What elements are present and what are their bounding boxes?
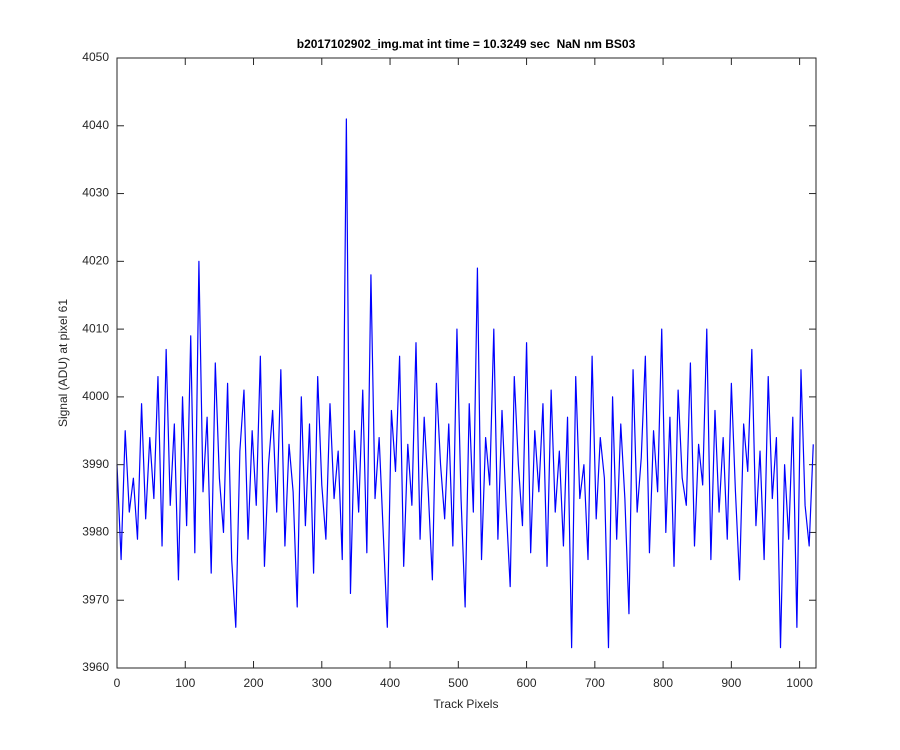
y-tick-label: 3970 [82,592,109,606]
y-tick-label: 4000 [82,389,109,403]
y-tick-label: 4040 [82,118,109,132]
y-tick-label: 3990 [82,457,109,471]
plot-area [117,58,816,668]
y-axis-label: Signal (ADU) at pixel 61 [56,299,70,427]
x-tick-label: 500 [448,676,468,690]
x-tick-label: 800 [653,676,673,690]
chart-title: b2017102902_img.mat int time = 10.3249 s… [297,37,636,51]
x-tick-label: 700 [585,676,605,690]
y-tick-label: 4030 [82,186,109,200]
x-tick-label: 100 [175,676,195,690]
x-tick-label: 300 [312,676,332,690]
x-tick-label: 600 [517,676,537,690]
y-tick-label: 4010 [82,321,109,335]
x-tick-label: 200 [244,676,264,690]
x-tick-label: 900 [721,676,741,690]
x-axis-label: Track Pixels [434,697,499,711]
y-tick-label: 3980 [82,525,109,539]
x-tick-label: 0 [114,676,121,690]
y-tick-label: 4050 [82,50,109,64]
x-tick-label: 1000 [786,676,813,690]
x-tick-label: 400 [380,676,400,690]
y-tick-label: 4020 [82,254,109,268]
data-line [116,118,814,649]
axes-box [116,57,817,669]
y-tick-label: 3960 [82,660,109,674]
